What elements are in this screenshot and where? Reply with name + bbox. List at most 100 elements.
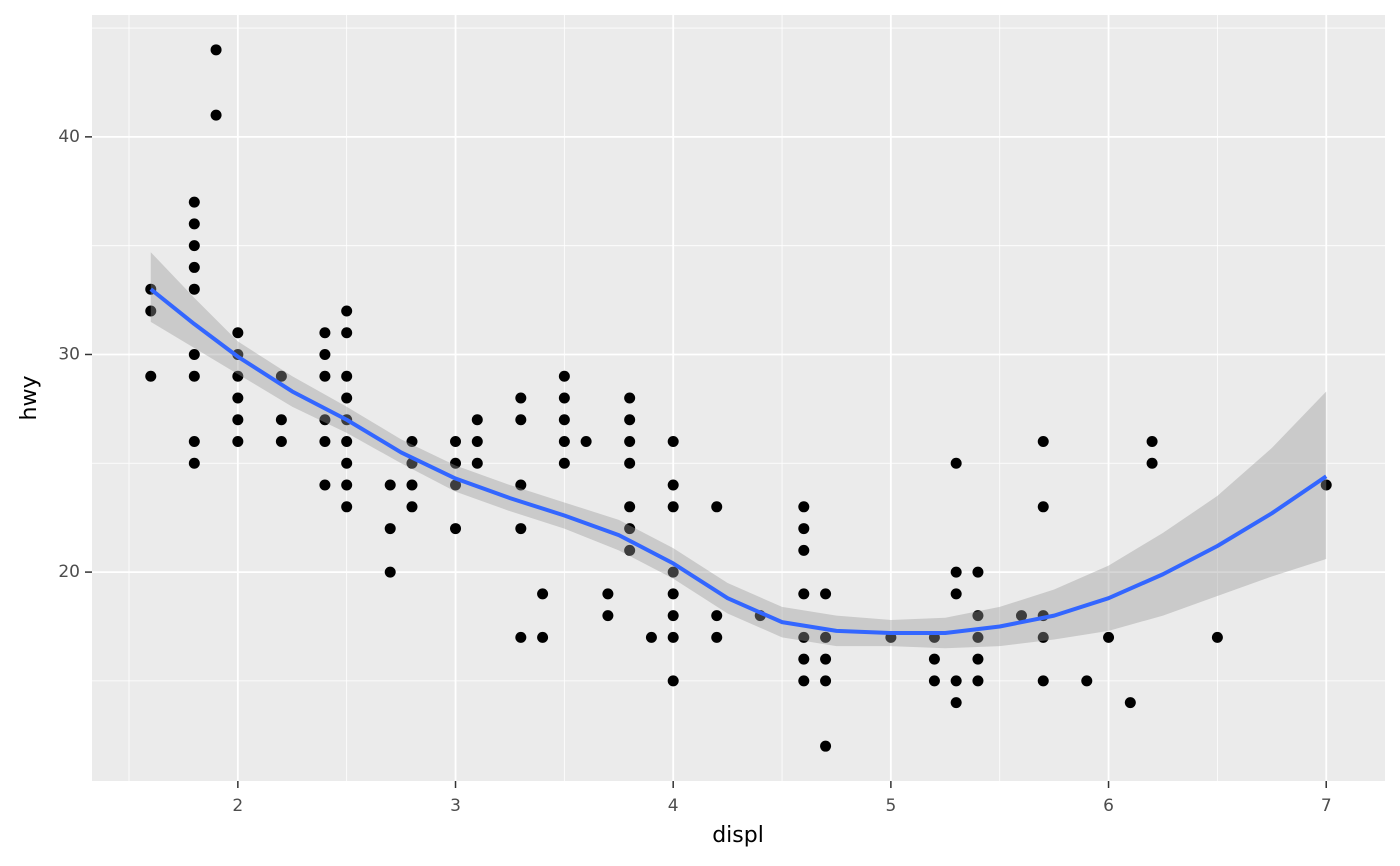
point <box>820 740 832 752</box>
point <box>319 436 331 448</box>
point <box>1211 631 1223 643</box>
point <box>624 392 636 404</box>
point <box>950 566 962 578</box>
point <box>1037 436 1049 448</box>
point <box>624 414 636 426</box>
point <box>341 392 353 404</box>
point <box>319 414 331 426</box>
point <box>188 261 200 273</box>
point <box>188 457 200 469</box>
point <box>624 501 636 513</box>
point <box>972 653 984 665</box>
point <box>450 457 462 469</box>
point <box>341 327 353 339</box>
x-tick-label: 2 <box>232 796 243 816</box>
point <box>515 414 527 426</box>
y-tick-label: 30 <box>58 344 80 364</box>
point <box>341 305 353 317</box>
point <box>1015 610 1027 622</box>
point <box>950 675 962 687</box>
point <box>950 697 962 709</box>
point <box>667 436 679 448</box>
point <box>232 392 244 404</box>
point <box>711 610 723 622</box>
point <box>820 653 832 665</box>
point <box>341 457 353 469</box>
point <box>537 588 549 600</box>
point <box>558 414 570 426</box>
point <box>319 479 331 491</box>
point <box>319 370 331 382</box>
point <box>210 44 222 56</box>
point <box>450 436 462 448</box>
point <box>580 436 592 448</box>
point <box>798 523 810 535</box>
x-tick-label: 6 <box>1103 796 1114 816</box>
point <box>232 414 244 426</box>
point <box>275 414 287 426</box>
point <box>450 479 462 491</box>
point <box>450 523 462 535</box>
point <box>798 544 810 556</box>
point <box>384 479 396 491</box>
point <box>275 370 287 382</box>
point <box>275 436 287 448</box>
point <box>319 348 331 360</box>
point <box>188 196 200 208</box>
point <box>558 392 570 404</box>
point <box>537 631 549 643</box>
point <box>820 588 832 600</box>
point <box>820 675 832 687</box>
point <box>798 675 810 687</box>
point <box>972 675 984 687</box>
point <box>558 436 570 448</box>
x-axis-title: displ <box>712 823 764 848</box>
smooth-line <box>149 287 1328 636</box>
point <box>972 610 984 622</box>
point <box>798 653 810 665</box>
point <box>341 479 353 491</box>
point <box>798 588 810 600</box>
point <box>950 457 962 469</box>
point <box>667 479 679 491</box>
point <box>798 501 810 513</box>
point <box>602 610 614 622</box>
point <box>972 631 984 643</box>
point <box>667 501 679 513</box>
point <box>667 631 679 643</box>
point <box>1037 631 1049 643</box>
point <box>928 675 940 687</box>
x-tick-label: 4 <box>668 796 679 816</box>
point <box>406 436 418 448</box>
point <box>232 436 244 448</box>
point <box>341 501 353 513</box>
point <box>1037 501 1049 513</box>
point <box>471 436 483 448</box>
point <box>1124 697 1136 709</box>
point <box>667 610 679 622</box>
point <box>558 370 570 382</box>
point <box>471 414 483 426</box>
point <box>1081 675 1093 687</box>
point <box>145 305 157 317</box>
x-tick-label: 5 <box>885 796 896 816</box>
point <box>471 457 483 469</box>
y-tick-label: 40 <box>58 127 80 147</box>
y-axis-title: hwy <box>17 376 42 421</box>
point <box>624 544 636 556</box>
point <box>972 566 984 578</box>
point <box>406 501 418 513</box>
point <box>798 631 810 643</box>
x-tick-label: 3 <box>450 796 461 816</box>
point <box>624 457 636 469</box>
y-tick-label: 20 <box>58 562 80 582</box>
point <box>210 109 222 121</box>
point <box>188 218 200 230</box>
point <box>667 588 679 600</box>
point <box>1320 479 1332 491</box>
point <box>515 479 527 491</box>
point <box>319 327 331 339</box>
point <box>515 392 527 404</box>
point <box>188 240 200 252</box>
